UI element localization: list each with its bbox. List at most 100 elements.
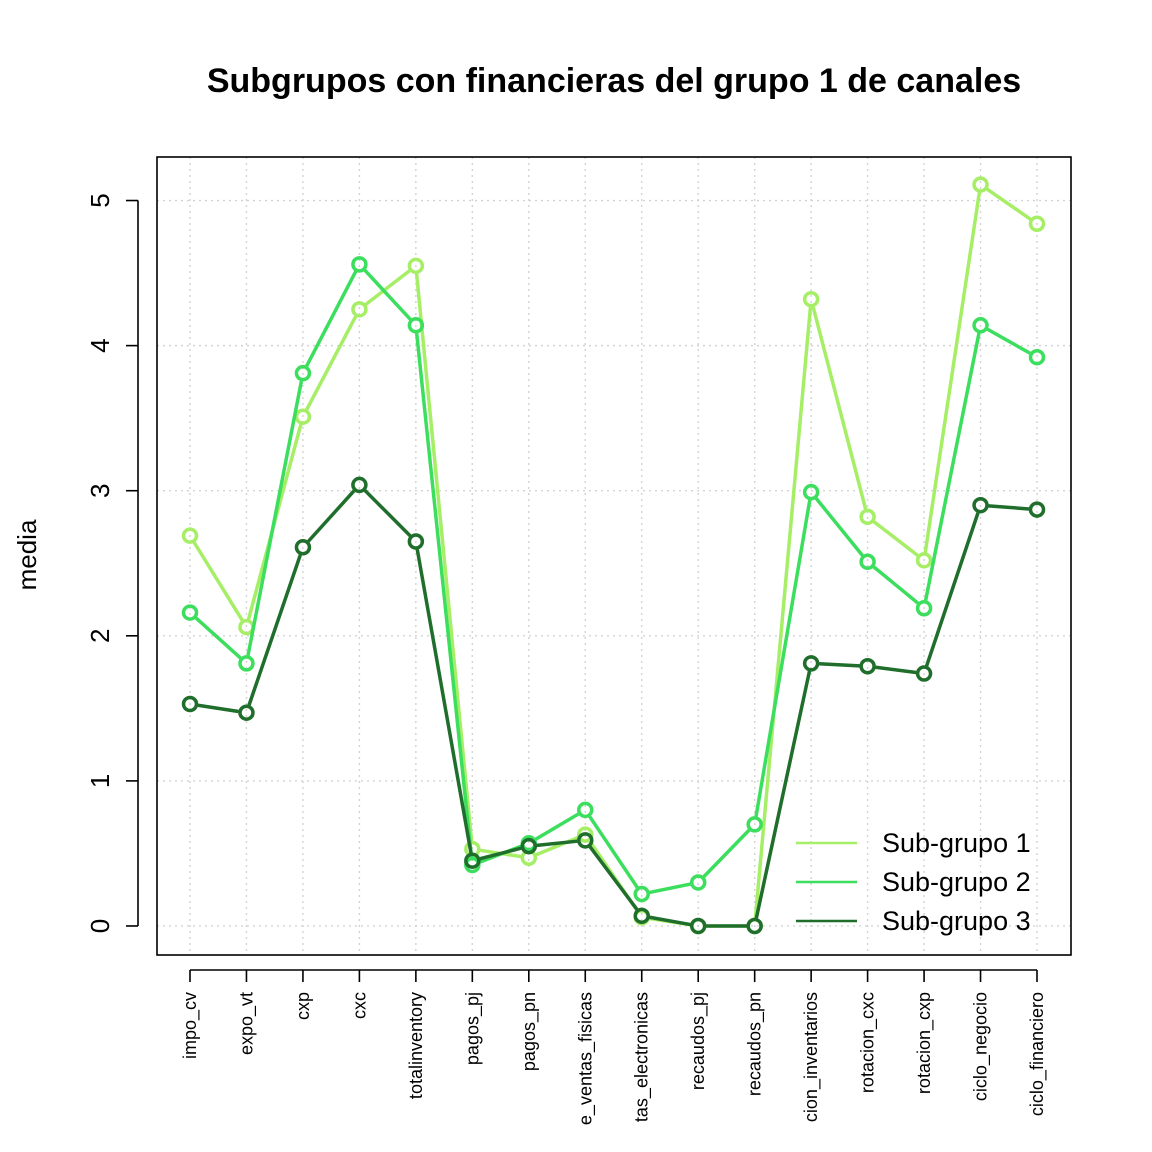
series-3 xyxy=(181,476,1046,935)
series-line-segment xyxy=(923,332,981,601)
series-2 xyxy=(181,256,1046,903)
data-point xyxy=(1028,501,1046,518)
data-point xyxy=(520,837,538,855)
series-line-segment xyxy=(814,497,864,557)
series-line-segment xyxy=(754,499,812,817)
series-line-segment xyxy=(414,273,474,842)
chart-title: Subgrupos con financieras del grupo 1 de… xyxy=(207,62,1021,100)
series-line-segment xyxy=(753,306,813,919)
legend: Sub-grupo 1 Sub-grupo 2 Sub-grupo 3 xyxy=(796,828,1031,936)
data-point xyxy=(802,655,820,672)
series-line-segment xyxy=(536,839,578,848)
data-point xyxy=(294,364,312,382)
x-tick-label: impo_cv xyxy=(180,992,201,1059)
y-axis-label: media xyxy=(12,519,42,590)
data-point xyxy=(351,301,368,318)
x-tick-label: totalinventory xyxy=(406,992,426,1099)
x-tick-label: recaudos_pn xyxy=(745,992,766,1096)
data-point xyxy=(351,256,368,273)
series-line-segment xyxy=(986,327,1031,355)
series-line-segment xyxy=(811,306,868,510)
data-point xyxy=(407,317,425,334)
y-tick-label: 4 xyxy=(85,338,115,352)
series-line-segment xyxy=(364,269,411,306)
data-point xyxy=(633,907,650,925)
series-line-segment xyxy=(479,846,522,861)
data-point xyxy=(351,476,368,494)
x-tick-label: pagos_pj xyxy=(462,992,483,1065)
y-tick-label: 0 xyxy=(85,919,115,933)
data-point xyxy=(859,553,876,571)
data-point xyxy=(238,704,255,721)
x-tick-label: tas_electronicas xyxy=(632,992,653,1122)
series-1 xyxy=(181,176,1046,935)
series-line-segment xyxy=(872,565,919,605)
x-tick-label: cion_inventarios xyxy=(801,992,822,1122)
data-point xyxy=(915,552,933,569)
data-point xyxy=(972,317,989,334)
legend-label: Sub-grupo 1 xyxy=(882,828,1031,858)
series-line-segment xyxy=(588,815,639,889)
data-point xyxy=(859,658,876,675)
data-point xyxy=(689,917,707,935)
data-point xyxy=(181,604,199,621)
x-tick-label: cxc xyxy=(349,992,369,1019)
y-tick-label: 2 xyxy=(85,629,115,643)
x-tick-label: recaudos_pj xyxy=(688,992,709,1090)
series-group xyxy=(181,176,1046,935)
data-point xyxy=(633,885,650,903)
series-line-segment xyxy=(307,489,356,543)
series-line-segment xyxy=(247,554,303,706)
series-line-segment xyxy=(649,915,691,927)
x-tick-label: expo_vt xyxy=(236,992,257,1055)
series-line-segment xyxy=(988,504,1030,511)
x-tick-label: rotacion_cxp xyxy=(914,992,935,1094)
data-point xyxy=(1028,215,1046,232)
series-line-segment xyxy=(923,192,982,553)
data-point xyxy=(746,816,763,833)
data-point xyxy=(915,599,933,617)
series-line-segment xyxy=(197,703,239,714)
axes: 0 1 2 3 4 5 impo_cv expo_vt cxp cxc totalinventory… xyxy=(85,193,1048,1125)
data-point xyxy=(859,508,876,526)
x-tick-label: pagos_pn xyxy=(519,992,540,1071)
legend-label: Sub-grupo 3 xyxy=(882,906,1031,936)
series-line-segment xyxy=(702,828,751,878)
data-point xyxy=(689,874,707,891)
series-line-segment xyxy=(305,315,358,411)
series-line-segment xyxy=(754,670,812,919)
data-point xyxy=(802,483,820,501)
series-line-segment xyxy=(194,616,242,660)
data-point xyxy=(181,695,199,713)
series-line-segment xyxy=(246,380,304,656)
x-tick-label: ciclo_financiero xyxy=(1027,992,1048,1116)
data-point xyxy=(407,257,425,275)
series-line-segment xyxy=(414,333,474,858)
series-line-segment xyxy=(819,662,860,668)
series-line-segment xyxy=(305,270,358,367)
data-point xyxy=(181,527,199,544)
data-point xyxy=(294,408,312,425)
x-tick-label: ciclo_negocio xyxy=(971,992,992,1101)
data-point xyxy=(464,852,481,869)
x-tick-label: e_ventas_fisicas xyxy=(575,992,596,1125)
data-point xyxy=(577,832,594,849)
data-point xyxy=(577,826,594,843)
series-line-segment xyxy=(924,512,980,667)
series-line-segment xyxy=(534,812,580,841)
x-tick-label: cxp xyxy=(293,992,313,1020)
data-point xyxy=(238,655,255,672)
data-point xyxy=(577,801,594,819)
series-line-segment xyxy=(872,520,919,557)
y-tick-label: 1 xyxy=(85,774,115,788)
legend-label: Sub-grupo 2 xyxy=(882,867,1031,897)
data-point xyxy=(972,176,989,193)
y-tick-label: 3 xyxy=(85,483,115,497)
series-line-segment xyxy=(415,549,473,854)
data-point xyxy=(407,533,425,550)
data-point xyxy=(972,496,989,514)
series-line-segment xyxy=(363,489,412,538)
data-point xyxy=(915,665,933,682)
series-line-segment xyxy=(986,187,1032,221)
